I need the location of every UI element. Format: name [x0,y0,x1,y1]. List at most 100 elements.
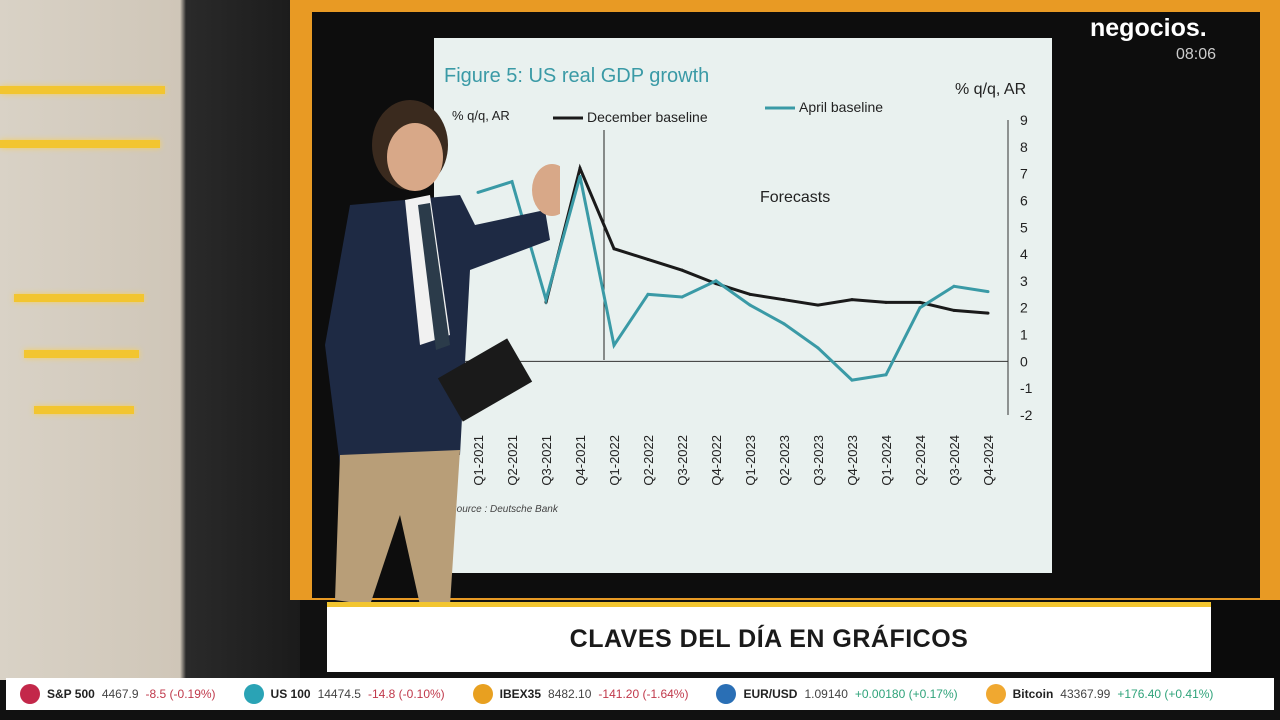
x-tick-label: Q2-2022 [641,435,656,486]
data-point [816,346,820,350]
ticker-price: 1.09140 [804,687,848,701]
market-ticker: S&P 500 4467.9 -8.5 (-0.19%) US 100 1447… [6,678,1274,710]
studio-light [24,350,139,358]
right-axis-label: % q/q, AR [955,81,1026,98]
ticker-change: -8.5 (-0.19%) [145,687,216,701]
ticker-change: -141.20 (-1.64%) [598,687,689,701]
ticker-change: +176.40 (+0.41%) [1117,687,1214,701]
x-tick-label: Q3-2024 [947,435,962,486]
us-flag-icon [243,684,264,704]
x-tick-label: Q3-2021 [539,435,554,486]
data-point [544,298,548,302]
channel-logo: negocios. [1090,14,1207,43]
data-point [782,322,786,326]
x-tick-label: Q3-2023 [811,435,826,486]
ticker-name: EUR/USD [743,687,798,701]
x-tick-label: Q1-2023 [743,435,758,486]
data-point [782,298,786,302]
data-point [680,268,684,272]
studio-light [14,294,144,302]
bitcoin-icon [985,684,1006,704]
data-point [748,303,752,307]
forecasts-annotation: Forecasts [760,189,830,206]
data-point [986,311,990,315]
series-line-april [477,175,989,382]
data-point [952,308,956,312]
studio-light [0,86,165,94]
x-tick-label: Q2-2021 [505,435,520,486]
studio-light [34,406,134,414]
data-point [612,247,616,251]
x-tick-label: Q4-2023 [845,435,860,486]
ticker-name: Bitcoin [1012,687,1054,701]
y-tick-label: 6 [1020,192,1028,208]
ticker-change: -14.8 (-0.10%) [367,687,445,701]
chart-panel [434,38,1052,573]
globe-icon [716,684,737,704]
ticker-price: 8482.10 [548,687,592,701]
data-point [612,343,616,347]
y-tick-label: 1 [1020,327,1028,343]
lower-third: CLAVES DEL DÍA EN GRÁFICOS [327,602,1211,672]
studio-background [0,0,300,680]
data-point [884,373,888,377]
x-tick-label: Q1-2022 [607,435,622,486]
clock: 08:06 [1176,46,1217,63]
data-point [646,292,650,296]
series-line-december [544,163,989,315]
ticker-change: +0.00180 (+0.17%) [854,687,958,701]
ticker-price: 4467.9 [101,687,139,701]
y-tick-label: -2 [1020,407,1033,423]
data-point [986,290,990,294]
x-tick-label: Q3-2022 [675,435,690,486]
x-tick-label: Q2-2023 [777,435,792,486]
data-point [918,306,922,310]
data-point [884,300,888,304]
ticker-item: US 100 14474.5 -14.8 (-0.10%) [230,684,459,704]
ticker-item: S&P 500 4467.9 -8.5 (-0.19%) [6,684,230,704]
ticker-price: 14474.5 [317,687,361,701]
data-point [510,180,514,184]
data-point [918,300,922,304]
y-tick-label: 3 [1020,273,1028,289]
ticker-name: US 100 [270,687,311,701]
data-point [578,166,582,170]
left-axis-label: % q/q, AR [452,108,510,123]
spain-flag-icon [472,684,493,704]
y-tick-label: 7 [1020,166,1028,182]
logo-text: negocios. [1090,14,1207,42]
data-point [850,378,854,382]
y-tick-label: 2 [1020,300,1028,316]
x-tick-label: Q4-2021 [573,435,588,486]
data-point [476,190,480,194]
legend-december: December baseline [587,109,708,125]
data-point [816,303,820,307]
data-point [714,279,718,283]
y-tick-label: -1 [1020,380,1033,396]
ticker-price: 43367.99 [1060,687,1111,701]
presenter [325,100,560,605]
data-point [680,295,684,299]
ticker-item: IBEX35 8482.10 -141.20 (-1.64%) [459,684,703,704]
data-point [748,292,752,296]
data-point [578,174,582,178]
data-point [850,298,854,302]
ticker-item: EUR/USD 1.09140 +0.00180 (+0.17%) [702,684,971,704]
x-tick-label: Q4-2022 [709,435,724,486]
data-point [952,284,956,288]
ticker-name: S&P 500 [47,687,95,701]
chart-source: Source : Deutsche Bank [450,504,559,515]
lower-third-title: CLAVES DEL DÍA EN GRÁFICOS [569,625,969,653]
y-tick-label: 5 [1020,219,1028,235]
ticker-name: IBEX35 [499,687,542,701]
studio-light [0,140,160,148]
data-point [646,257,650,261]
y-tick-label: 8 [1020,139,1028,155]
chart-title: Figure 5: US real GDP growth [444,65,709,87]
x-tick-label: Q4-2024 [981,435,996,486]
x-tick-label: Q1-2021 [471,435,486,486]
y-tick-label: 0 [1020,353,1028,369]
us-flag-icon [20,684,40,704]
y-tick-label: 4 [1020,246,1028,262]
